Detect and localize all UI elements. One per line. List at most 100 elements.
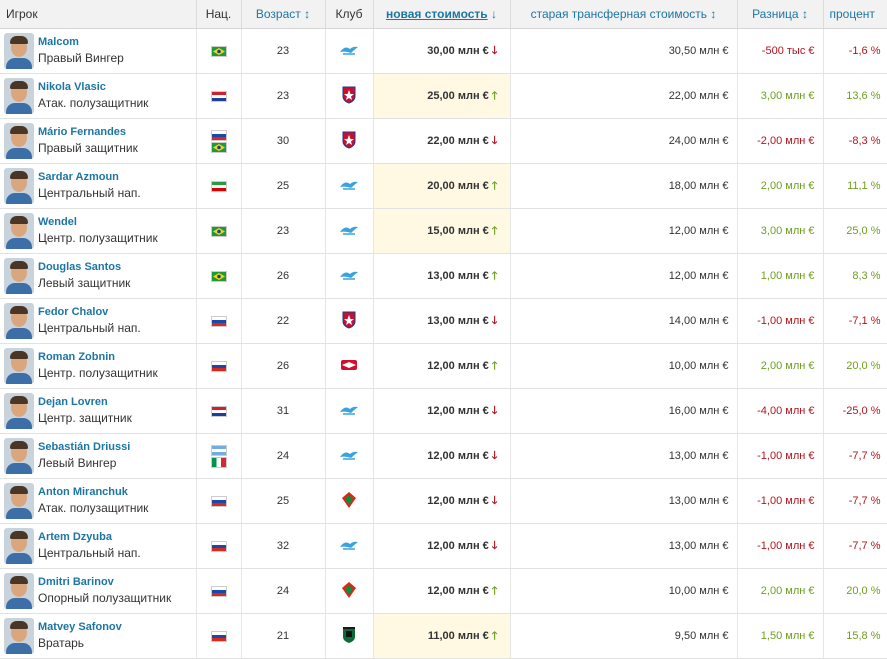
- player-photo[interactable]: [4, 33, 34, 69]
- old-value-cell: 13,00 млн €: [510, 523, 738, 569]
- old-value-cell: 18,00 млн €: [510, 163, 738, 209]
- new-value-cell: 12,00 млн € 🡓: [373, 433, 511, 479]
- player-photo[interactable]: [4, 618, 34, 654]
- col-old-value[interactable]: старая трансферная стоимость ↕: [510, 0, 738, 29]
- player-position: Центр. полузащитник: [38, 231, 158, 245]
- club-zenit-crest-icon[interactable]: [339, 448, 359, 465]
- col-age[interactable]: Возраст ↕: [241, 0, 326, 29]
- club-cska-crest-icon[interactable]: [341, 311, 357, 332]
- age-cell: 24: [241, 568, 326, 614]
- player-photo[interactable]: [4, 168, 34, 204]
- player-position: Центральный нап.: [38, 546, 141, 560]
- player-name-link[interactable]: Dmitri Barinov: [38, 576, 114, 588]
- age-cell: 24: [241, 433, 326, 479]
- player-position: Левый Вингер: [38, 456, 117, 470]
- player-photo[interactable]: [4, 438, 34, 474]
- flag-it-icon: [210, 456, 227, 468]
- player-position: Центр. полузащитник: [38, 366, 158, 380]
- player-name-link[interactable]: Fedor Chalov: [38, 306, 109, 318]
- player-cell: Dmitri Barinov Опорный полузащитник: [0, 568, 197, 614]
- player-photo[interactable]: [4, 123, 34, 159]
- player-photo[interactable]: [4, 528, 34, 564]
- difference-cell: 2,00 млн €: [737, 163, 824, 209]
- player-name-link[interactable]: Mário Fernandes: [38, 126, 127, 138]
- club-cell: [325, 163, 374, 209]
- player-photo[interactable]: [4, 483, 34, 519]
- col-difference[interactable]: Разница ↕: [737, 0, 824, 29]
- player-name-link[interactable]: Nikola Vlasic: [38, 81, 106, 93]
- difference-cell: -4,00 млн €: [737, 388, 824, 434]
- table-row: Roman Zobnin Центр. полузащитник 26 12,0…: [0, 343, 887, 389]
- flag-br-icon: [210, 225, 227, 237]
- club-zenit-crest-icon[interactable]: [339, 268, 359, 285]
- player-name-link[interactable]: Sebastián Driussi: [38, 441, 131, 453]
- club-krasnodar-crest-icon[interactable]: [341, 626, 357, 647]
- player-photo[interactable]: [4, 393, 34, 429]
- age-cell: 21: [241, 613, 326, 659]
- player-photo[interactable]: [4, 348, 34, 384]
- club-cska-crest-icon[interactable]: [341, 131, 357, 152]
- difference-cell: -1,00 млн €: [737, 298, 824, 344]
- percent-cell: -7,7 %: [823, 433, 887, 479]
- player-name-link[interactable]: Matvey Safonov: [38, 621, 122, 633]
- arrow-down-icon: 🡓: [491, 314, 498, 327]
- player-name-link[interactable]: Dejan Lovren: [38, 396, 108, 408]
- player-name-link[interactable]: Sardar Azmoun: [38, 171, 119, 183]
- old-value-cell: 30,50 млн €: [510, 28, 738, 74]
- club-spartak-crest-icon[interactable]: [339, 357, 359, 376]
- club-cska-crest-icon[interactable]: [341, 86, 357, 107]
- age-cell: 26: [241, 253, 326, 299]
- player-name-link[interactable]: Douglas Santos: [38, 261, 122, 273]
- player-name-link[interactable]: Anton Miranchuk: [38, 486, 128, 498]
- old-value-cell: 10,00 млн €: [510, 568, 738, 614]
- player-position: Правый защитник: [38, 141, 138, 155]
- col-new-value[interactable]: новая стоимость ↓: [373, 0, 511, 29]
- flag-ru-icon: [210, 495, 227, 507]
- player-photo[interactable]: [4, 303, 34, 339]
- difference-cell: 3,00 млн €: [737, 208, 824, 254]
- col-nationality: Нац.: [196, 0, 242, 29]
- arrow-up-icon: 🡑: [491, 224, 498, 237]
- age-cell: 23: [241, 28, 326, 74]
- player-position: Атак. полузащитник: [38, 96, 149, 110]
- player-name-link[interactable]: Malcom: [38, 36, 79, 48]
- player-photo[interactable]: [4, 258, 34, 294]
- nationality-cell: [196, 568, 242, 614]
- old-value-cell: 13,00 млн €: [510, 433, 738, 479]
- arrow-down-icon: 🡓: [491, 44, 498, 57]
- flag-ru-icon: [210, 129, 227, 141]
- flag-ar-icon: [210, 444, 227, 456]
- club-zenit-crest-icon[interactable]: [339, 223, 359, 240]
- player-photo[interactable]: [4, 78, 34, 114]
- club-zenit-crest-icon[interactable]: [339, 538, 359, 555]
- old-value-cell: 10,00 млн €: [510, 343, 738, 389]
- club-cell: [325, 28, 374, 74]
- club-cell: [325, 613, 374, 659]
- table-row: Fedor Chalov Центральный нап. 22 13,00 м…: [0, 298, 887, 344]
- player-photo[interactable]: [4, 213, 34, 249]
- player-name-link[interactable]: Roman Zobnin: [38, 351, 115, 363]
- club-lokomotiv-crest-icon[interactable]: [341, 491, 357, 512]
- table-row: Sebastián Driussi Левый Вингер 24 12,00 …: [0, 433, 887, 479]
- new-value-cell: 13,00 млн € 🡑: [373, 253, 511, 299]
- arrow-down-icon: 🡓: [491, 134, 498, 147]
- table-row: Dmitri Barinov Опорный полузащитник 24 1…: [0, 568, 887, 614]
- arrow-up-icon: 🡑: [491, 179, 498, 192]
- club-zenit-crest-icon[interactable]: [339, 178, 359, 195]
- col-percent[interactable]: процент: [823, 0, 887, 29]
- club-lokomotiv-crest-icon[interactable]: [341, 581, 357, 602]
- club-cell: [325, 478, 374, 524]
- player-name-link[interactable]: Wendel: [38, 216, 77, 228]
- percent-cell: -25,0 %: [823, 388, 887, 434]
- player-cell: Nikola Vlasic Атак. полузащитник: [0, 73, 197, 119]
- club-zenit-crest-icon[interactable]: [339, 43, 359, 60]
- arrow-down-icon: 🡓: [491, 494, 498, 507]
- difference-cell: -1,00 млн €: [737, 433, 824, 479]
- table-header-row: Игрок Нац. Возраст ↕ Клуб новая стоимост…: [0, 0, 887, 29]
- new-value-cell: 20,00 млн € 🡑: [373, 163, 511, 209]
- player-photo[interactable]: [4, 573, 34, 609]
- player-cell: Fedor Chalov Центральный нап.: [0, 298, 197, 344]
- club-zenit-crest-icon[interactable]: [339, 403, 359, 420]
- nationality-cell: [196, 388, 242, 434]
- player-name-link[interactable]: Artem Dzyuba: [38, 531, 112, 543]
